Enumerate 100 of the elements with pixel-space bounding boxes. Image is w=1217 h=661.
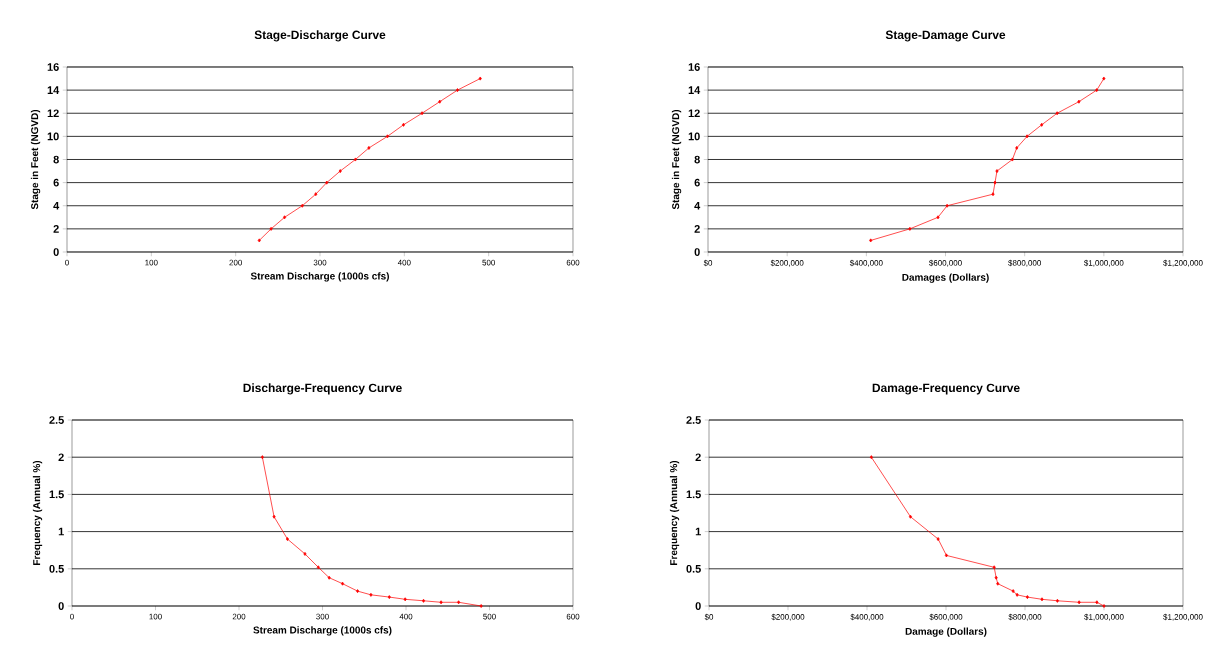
y-tick-label: 16 <box>688 63 700 71</box>
point <box>257 238 261 243</box>
point <box>353 157 357 162</box>
point <box>1040 122 1044 127</box>
point <box>478 76 482 81</box>
point <box>996 581 1000 586</box>
point <box>869 238 873 243</box>
point <box>936 537 940 541</box>
point <box>300 203 304 208</box>
point <box>401 122 406 127</box>
y-tick-label: 2 <box>694 225 700 233</box>
point <box>908 226 912 231</box>
point <box>945 203 949 208</box>
point <box>869 455 873 460</box>
y-tick-label: 14 <box>47 86 60 94</box>
point <box>1095 600 1099 605</box>
x-axis-title: Stream Discharge (1000s cfs) <box>253 626 392 636</box>
y-tick-label: 10 <box>688 132 700 141</box>
point <box>908 514 913 519</box>
y-tick-label: 2.5 <box>686 416 701 424</box>
point <box>283 215 287 220</box>
y-tick-label: 12 <box>688 109 700 118</box>
point <box>340 581 345 586</box>
y-tick-label: 10 <box>47 132 59 141</box>
y-tick-label: 0 <box>695 602 701 610</box>
point <box>1025 134 1029 139</box>
point <box>303 551 307 556</box>
x-axis-title: Damage (Dollars) <box>905 627 987 637</box>
y-tick-label: 1 <box>695 527 701 536</box>
point <box>369 592 373 597</box>
y-tick-label: 0.5 <box>49 564 64 573</box>
point <box>936 215 940 220</box>
point <box>269 226 273 231</box>
point <box>367 145 371 150</box>
point <box>1025 595 1029 600</box>
y-tick-label: 6 <box>53 178 59 187</box>
chart-title: Damage-Frequency Curve <box>872 383 1020 395</box>
point <box>438 99 442 104</box>
point <box>260 455 264 460</box>
point <box>1011 589 1015 594</box>
y-tick-label: 2 <box>53 225 59 233</box>
y-tick-label: 8 <box>694 155 700 164</box>
y-tick-label: 2.5 <box>49 416 64 424</box>
point <box>1015 592 1019 597</box>
point <box>1095 88 1099 93</box>
point <box>403 597 407 602</box>
y-tick-label: 2 <box>58 453 64 462</box>
point <box>272 514 276 519</box>
chart-title: Stage-Damage Curve <box>885 30 1006 42</box>
point <box>1102 604 1106 608</box>
point <box>338 169 342 173</box>
y-tick-label: 1.5 <box>686 490 701 499</box>
y-tick-label: 4 <box>53 201 60 210</box>
y-axis-title: Frequency (Annual %) <box>669 460 680 565</box>
y-tick-label: 1.5 <box>49 490 64 499</box>
point <box>327 575 331 580</box>
point <box>993 180 997 185</box>
point <box>1055 598 1059 603</box>
point <box>387 595 391 600</box>
y-tick-label: 4 <box>694 201 701 210</box>
point <box>1077 99 1081 104</box>
x-axis-title: Damages (Dollars) <box>902 273 989 283</box>
point <box>944 553 948 558</box>
point <box>421 598 426 603</box>
y-axis-title: Frequency (Annual %) <box>32 460 43 565</box>
point <box>1010 157 1014 162</box>
y-axis-title: Stage in Feet (NGVD) <box>30 109 41 210</box>
point <box>1055 111 1059 116</box>
y-tick-label: 0 <box>53 248 59 256</box>
point <box>314 192 318 197</box>
point <box>325 180 329 185</box>
y-axis-title: Stage in Feet (NGVD) <box>671 109 682 210</box>
point <box>439 600 443 605</box>
point <box>356 589 360 594</box>
point <box>385 134 390 139</box>
point <box>1015 145 1019 150</box>
y-tick-label: 0.5 <box>686 564 701 573</box>
point <box>1040 597 1044 602</box>
y-tick-label: 14 <box>688 86 701 94</box>
point <box>995 169 999 173</box>
point <box>285 537 289 541</box>
y-tick-label: 6 <box>694 178 700 187</box>
chart-title: Discharge-Frequency Curve <box>243 383 402 395</box>
point <box>316 565 320 570</box>
y-tick-label: 8 <box>53 155 59 164</box>
chart-title: Stage-Discharge Curve <box>254 30 386 42</box>
point <box>994 575 998 580</box>
x-axis-title: Stream Discharge (1000s cfs) <box>250 272 389 282</box>
point <box>455 88 460 93</box>
point <box>991 192 995 197</box>
y-tick-label: 0 <box>694 248 700 256</box>
y-tick-label: 0 <box>58 602 64 610</box>
point <box>457 600 461 605</box>
point <box>1077 600 1081 605</box>
point <box>1102 76 1106 81</box>
y-tick-label: 16 <box>47 63 59 71</box>
point <box>420 111 424 116</box>
y-tick-label: 12 <box>47 109 59 118</box>
point <box>479 604 483 608</box>
y-tick-label: 2 <box>695 453 701 462</box>
